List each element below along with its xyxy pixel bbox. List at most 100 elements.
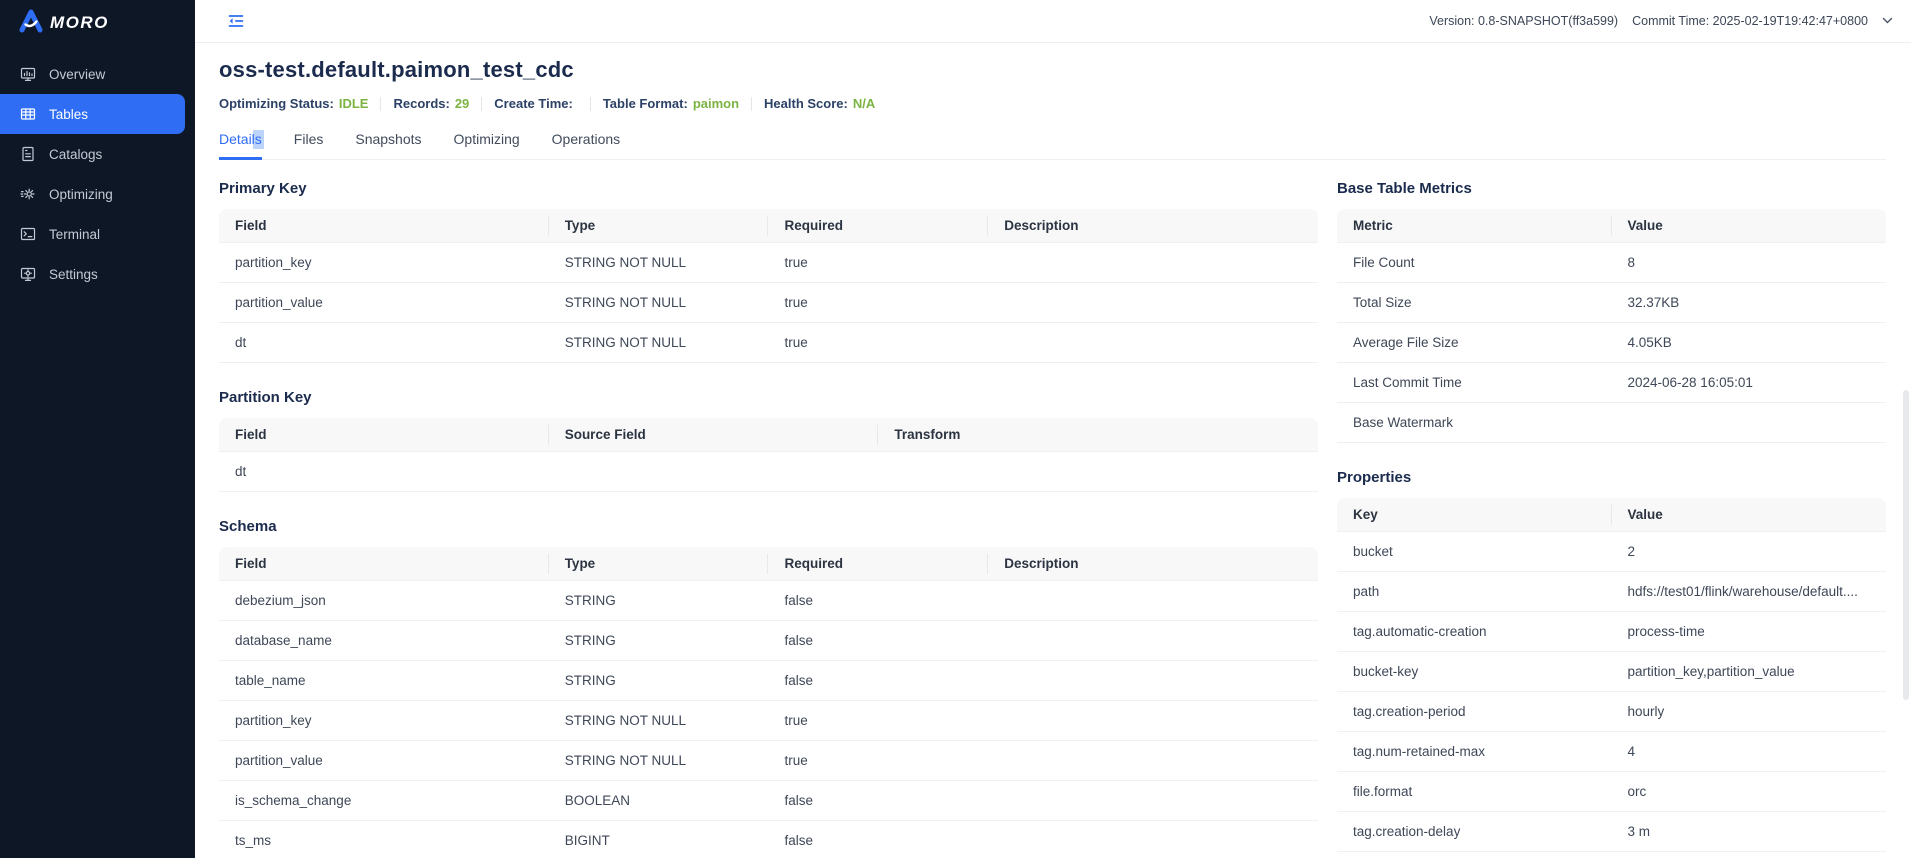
table-header-row: Field Type Required Description bbox=[219, 547, 1318, 581]
column-header: Description bbox=[988, 547, 1318, 581]
table-row: tag.num-retained-max 4 bbox=[1337, 732, 1886, 772]
settings-icon bbox=[20, 266, 36, 282]
table-cell bbox=[988, 781, 1318, 821]
table-cell: 2 bbox=[1611, 532, 1886, 572]
table-cell: Last Commit Time bbox=[1337, 363, 1612, 403]
table-row: tag.creation-delay 3 m bbox=[1337, 812, 1886, 852]
tab-operations[interactable]: Operations bbox=[552, 122, 620, 159]
status-table-format: Table Format: paimon bbox=[602, 96, 740, 111]
table-cell: tag.automatic-creation bbox=[1337, 612, 1612, 652]
column-header: Field bbox=[219, 418, 549, 452]
table-row: ts_ms BIGINT false bbox=[219, 821, 1318, 858]
version-dropdown[interactable]: Version: 0.8-SNAPSHOT(ff3a599) Commit Ti… bbox=[1429, 14, 1893, 28]
column-header: Description bbox=[988, 209, 1318, 243]
sidebar-item-overview[interactable]: Overview bbox=[0, 54, 185, 94]
tab-details[interactable]: Details bbox=[219, 122, 264, 160]
sidebar-item-label: Optimizing bbox=[49, 186, 113, 202]
divider bbox=[589, 96, 591, 111]
table-cell: hourly bbox=[1611, 692, 1886, 732]
table-row: debezium_json STRING false bbox=[219, 581, 1318, 621]
table-cell: Total Size bbox=[1337, 283, 1612, 323]
table-cell: true bbox=[768, 701, 989, 741]
column-header: Field bbox=[219, 209, 549, 243]
table-cell: false bbox=[768, 581, 989, 621]
table-row: bucket-key partition_key,partition_value bbox=[1337, 652, 1886, 692]
overview-icon bbox=[20, 66, 36, 82]
table-cell bbox=[988, 741, 1318, 781]
table-cell bbox=[988, 661, 1318, 701]
sidebar-item-label: Tables bbox=[49, 106, 89, 122]
table-cell bbox=[988, 621, 1318, 661]
right-column: Base Table Metrics Metric Value File Count… bbox=[1337, 160, 1886, 858]
table-cell bbox=[878, 452, 1318, 492]
table-cell bbox=[1611, 403, 1886, 443]
table-cell: true bbox=[768, 323, 989, 363]
table-row: partition_value STRING NOT NULL true bbox=[219, 283, 1318, 323]
table-cell: partition_key bbox=[219, 243, 549, 283]
table-cell: hdfs://test01/flink/warehouse/default...… bbox=[1611, 572, 1886, 612]
column-header: Required bbox=[768, 547, 989, 581]
section-title: Properties bbox=[1337, 469, 1412, 486]
table-cell: STRING bbox=[548, 621, 769, 661]
table-row: table_name STRING false bbox=[219, 661, 1318, 701]
table-cell: STRING NOT NULL bbox=[548, 323, 769, 363]
tab-optimizing[interactable]: Optimizing bbox=[454, 122, 520, 159]
table-cell: STRING bbox=[548, 581, 769, 621]
table-cell: file.format bbox=[1337, 772, 1612, 812]
main-area: Version: 0.8-SNAPSHOT(ff3a599) Commit Ti… bbox=[195, 0, 1911, 858]
table-row: Average File Size 4.05KB bbox=[1337, 323, 1886, 363]
column-header: Type bbox=[548, 209, 769, 243]
table-cell bbox=[988, 701, 1318, 741]
tab-files[interactable]: Files bbox=[294, 122, 324, 159]
table-cell: is_schema_change bbox=[219, 781, 549, 821]
table-row: file.format orc bbox=[1337, 772, 1886, 812]
table-row: partition_key STRING NOT NULL true bbox=[219, 701, 1318, 741]
detail-columns: Primary Key Field Type Required Description… bbox=[219, 160, 1886, 858]
section-title: Partition Key bbox=[219, 389, 312, 406]
version-text: Version: 0.8-SNAPSHOT(ff3a599) bbox=[1429, 14, 1619, 28]
table-cell: File Count bbox=[1337, 243, 1612, 283]
schema-table: Field Type Required Description debezium_jso… bbox=[219, 547, 1318, 858]
table-header-row: Field Type Required Description bbox=[219, 209, 1318, 243]
scrollbar[interactable] bbox=[1903, 390, 1909, 700]
table-cell: path bbox=[1337, 572, 1612, 612]
sidebar-item-terminal[interactable]: Terminal bbox=[0, 214, 185, 254]
sidebar-item-catalogs[interactable]: Catalogs bbox=[0, 134, 185, 174]
terminal-icon bbox=[20, 226, 36, 242]
app-logo[interactable]: MORO bbox=[0, 0, 195, 46]
table-cell: BOOLEAN bbox=[548, 781, 769, 821]
tab-bar: Details Files Snapshots Optimizing Opera… bbox=[219, 122, 1886, 160]
table-cell: STRING NOT NULL bbox=[548, 283, 769, 323]
table-header-row: Metric Value bbox=[1337, 209, 1886, 243]
sidebar-nav: Overview Tables Catalogs Optimizing bbox=[0, 46, 195, 294]
table-cell: STRING NOT NULL bbox=[548, 701, 769, 741]
table-row: is_schema_change BOOLEAN false bbox=[219, 781, 1318, 821]
table-cell: 4.05KB bbox=[1611, 323, 1886, 363]
table-cell: STRING bbox=[548, 661, 769, 701]
status-health-score: Health Score: N/A bbox=[764, 96, 876, 111]
table-cell: true bbox=[768, 283, 989, 323]
table-cell: BIGINT bbox=[549, 821, 769, 858]
sidebar-item-optimizing[interactable]: Optimizing bbox=[0, 174, 185, 214]
column-header: Transform bbox=[878, 418, 1318, 452]
menu-fold-icon[interactable] bbox=[227, 12, 245, 30]
table-cell: false bbox=[768, 821, 988, 858]
sidebar-item-settings[interactable]: Settings bbox=[0, 254, 185, 294]
table-cell: tag.num-retained-max bbox=[1337, 732, 1612, 772]
table-cell: partition_key bbox=[219, 701, 549, 741]
logo-text: MORO bbox=[50, 13, 109, 32]
sidebar-item-label: Catalogs bbox=[49, 146, 103, 162]
section-title: Primary Key bbox=[219, 180, 307, 197]
table-cell: process-time bbox=[1611, 612, 1886, 652]
tab-snapshots[interactable]: Snapshots bbox=[355, 122, 421, 159]
tab-label: Files bbox=[293, 131, 324, 147]
table-cell: 4 bbox=[1611, 732, 1886, 772]
table-row: tag.automatic-creation process-time bbox=[1337, 612, 1886, 652]
table-cell bbox=[988, 283, 1318, 323]
sidebar-item-tables[interactable]: Tables bbox=[0, 94, 185, 134]
tab-label: Details bbox=[219, 131, 262, 147]
table-cell: true bbox=[768, 741, 989, 781]
table-cell: STRING NOT NULL bbox=[548, 741, 769, 781]
catalogs-icon bbox=[20, 146, 36, 162]
